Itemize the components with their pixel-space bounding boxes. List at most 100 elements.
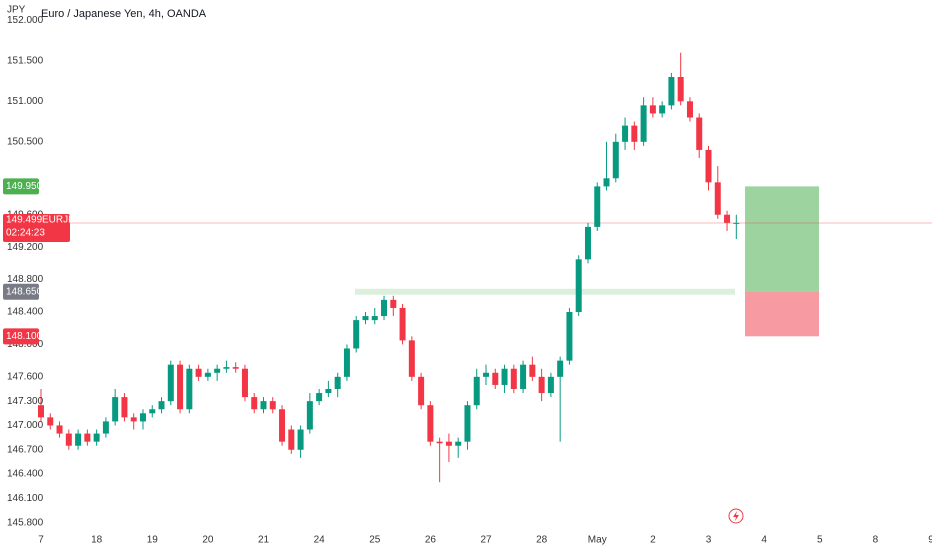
plot bbox=[38, 52, 932, 483]
countdown-label: 02:24:23 bbox=[6, 228, 45, 239]
price-tag-label: 148.650 bbox=[6, 286, 43, 297]
x-tick-label: 18 bbox=[91, 535, 103, 546]
x-tick-label: 24 bbox=[314, 535, 326, 546]
support-zone bbox=[355, 288, 735, 295]
symbol-label: EURJPY bbox=[42, 215, 82, 226]
candle-body bbox=[714, 182, 721, 215]
price-tag bbox=[3, 328, 39, 345]
candle-body bbox=[705, 149, 712, 183]
candle-body bbox=[547, 376, 554, 394]
candle-body bbox=[38, 405, 44, 418]
x-tick-label: 19 bbox=[147, 535, 159, 546]
candle-body bbox=[84, 433, 91, 442]
candle-body bbox=[594, 186, 601, 227]
y-tick-label: 146.400 bbox=[7, 469, 44, 480]
candle-body bbox=[622, 125, 629, 142]
candle-body bbox=[538, 376, 545, 394]
candle-body bbox=[492, 372, 499, 385]
loss-zone bbox=[745, 291, 819, 337]
y-tick-label: 148.000 bbox=[7, 339, 44, 350]
candle-body bbox=[279, 409, 286, 442]
candle-body bbox=[251, 397, 258, 410]
axis-unit: JPY bbox=[7, 5, 26, 16]
candle-body bbox=[269, 401, 276, 410]
candle-body bbox=[696, 117, 703, 150]
candle-body bbox=[195, 368, 202, 377]
price-tag-label: 148.100 bbox=[6, 331, 43, 342]
candle-body bbox=[47, 417, 54, 426]
y-tick-label: 146.100 bbox=[7, 493, 44, 504]
candle-body bbox=[649, 105, 656, 114]
candle-body bbox=[724, 214, 731, 223]
x-tick-label: 26 bbox=[425, 535, 437, 546]
candle-body bbox=[436, 441, 443, 444]
candle-body bbox=[557, 360, 564, 377]
candle-body bbox=[325, 388, 332, 394]
candle-body bbox=[631, 125, 638, 142]
x-tick-label: 4 bbox=[761, 535, 767, 546]
candle-body bbox=[603, 178, 610, 187]
candle-body bbox=[139, 413, 146, 422]
candle-body bbox=[501, 368, 508, 385]
y-tick-label: 146.700 bbox=[7, 444, 44, 455]
candle-body bbox=[177, 364, 184, 410]
y-tick-label: 148.400 bbox=[7, 307, 44, 318]
candle-body bbox=[566, 312, 573, 361]
candle-body bbox=[223, 367, 230, 369]
candle-body bbox=[686, 101, 693, 118]
y-tick-label: 150.500 bbox=[7, 136, 44, 147]
x-tick-label: 25 bbox=[369, 535, 381, 546]
candle-body bbox=[427, 405, 434, 442]
candle-body bbox=[334, 376, 341, 389]
y-tick-label: 147.600 bbox=[7, 371, 44, 382]
candle-body bbox=[390, 299, 397, 308]
x-tick-label: 28 bbox=[536, 535, 548, 546]
candle-body bbox=[483, 372, 489, 377]
x-tick-label: 20 bbox=[202, 535, 214, 546]
x-tick-label: 21 bbox=[258, 535, 270, 546]
x-tick-label: 9 bbox=[928, 535, 932, 546]
replay-icon[interactable] bbox=[728, 508, 744, 524]
candle-body bbox=[362, 316, 369, 321]
y-tick-label: 147.300 bbox=[7, 396, 44, 407]
x-tick-label: 8 bbox=[873, 535, 879, 546]
candle-body bbox=[56, 425, 63, 434]
x-tick-label: 27 bbox=[480, 535, 492, 546]
x-tick-label: 7 bbox=[38, 535, 44, 546]
candle-body bbox=[93, 433, 100, 442]
candle-body bbox=[353, 320, 360, 349]
candle-body bbox=[640, 105, 647, 142]
y-tick-label: 147.000 bbox=[7, 420, 44, 431]
candle-body bbox=[121, 397, 128, 418]
candle-body bbox=[733, 222, 740, 224]
candle-body bbox=[75, 433, 82, 446]
candle-body bbox=[288, 429, 295, 450]
candle-body bbox=[575, 259, 582, 313]
candle-body bbox=[297, 429, 304, 450]
candle-body bbox=[668, 76, 675, 106]
y-tick-label: 148.800 bbox=[7, 274, 44, 285]
candle-body bbox=[343, 348, 350, 377]
price-tag-label: 149.950 bbox=[6, 181, 43, 192]
candle-body bbox=[186, 368, 193, 410]
y-tick-label: 145.800 bbox=[7, 517, 44, 528]
candle-body bbox=[659, 105, 666, 114]
candle-body bbox=[473, 376, 480, 406]
y-tick-label: 151.500 bbox=[7, 55, 44, 66]
candle-body bbox=[371, 316, 378, 321]
candle-body bbox=[445, 441, 452, 446]
candle-body bbox=[260, 401, 267, 410]
candle-body bbox=[399, 307, 406, 341]
candle-body bbox=[306, 401, 313, 430]
candle-body bbox=[455, 441, 462, 446]
y-tick-label: 151.000 bbox=[7, 96, 44, 107]
price-tag bbox=[3, 178, 39, 195]
candle-body bbox=[381, 299, 388, 317]
candle-body bbox=[241, 368, 248, 398]
candle-body bbox=[232, 367, 239, 369]
candle-body bbox=[612, 141, 619, 179]
x-tick-label: 3 bbox=[706, 535, 712, 546]
x-tick-label: 2 bbox=[650, 535, 656, 546]
x-tick-label: May bbox=[588, 535, 607, 546]
